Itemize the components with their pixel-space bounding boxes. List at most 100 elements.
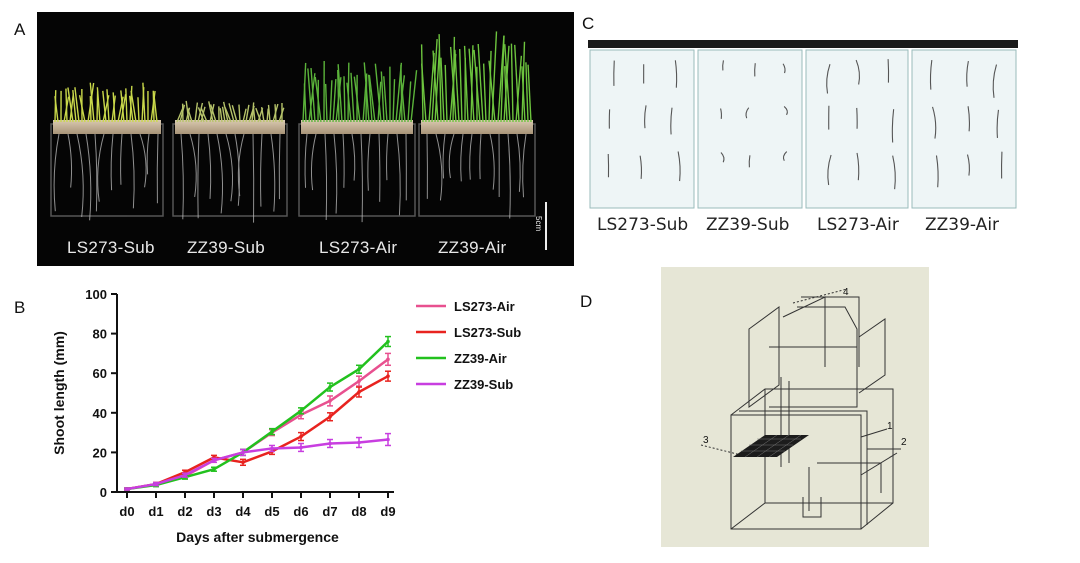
shoot-blade [102,90,107,123]
panel-a-letter: A [14,20,26,39]
callout-3: 3 [703,435,709,446]
seedling-sprout [855,59,861,85]
data-point [212,467,216,472]
x-tick-label: d3 [206,504,221,519]
data-point [386,374,390,378]
shoot-blade [468,48,475,123]
plate-label-ls273-air: LS273-Air [817,215,899,235]
data-point [299,445,303,450]
shoot-blade [251,102,255,123]
shoot-blade [267,104,271,123]
shoot-blade [72,89,77,123]
shoot-blade [350,72,355,123]
shoot-blade [245,104,250,123]
shoot-blade [346,82,352,123]
plate-label-ls273-sub: LS273-Sub [597,215,689,235]
shoot-blade [209,104,217,123]
shoot-blade [444,64,448,123]
shoot-blade [78,95,86,123]
data-point [270,429,274,434]
data-point [357,379,361,383]
shoot-blade [125,88,128,123]
x-tick-label: d0 [119,504,134,519]
data-point [386,339,390,344]
root-strand [367,133,371,191]
data-point [270,446,274,451]
root-strand [260,133,263,207]
x-tick-label: d4 [235,504,251,519]
shoot-blade [260,107,265,123]
seedling-sprout [783,106,788,116]
shoot-blade [454,49,460,123]
seedling-sprout [670,107,673,135]
seedling-photo-illustration [50,31,536,223]
root-strand [197,133,200,219]
root-strand [270,133,276,212]
shoot-blade [252,106,256,123]
x-tick-label: d2 [177,504,192,519]
shoot-blade [200,106,206,123]
seedling-sprout [644,105,647,129]
shoot-blade [525,62,529,123]
y-tick-label: 80 [93,327,107,342]
shoot-blade [314,76,322,123]
shoot-blade [343,76,346,123]
data-point [357,440,361,445]
shoot-blade [208,101,214,123]
data-point [386,437,390,442]
seedling-sprout [929,59,933,90]
data-point [212,458,216,463]
seedling-sprout [966,60,969,87]
shoot-blade [374,63,382,123]
shoot-blade [255,107,262,123]
shoot-blade [353,76,361,123]
shoot-blade [363,62,370,123]
root-strand [516,133,521,192]
root-strand [146,133,150,175]
shoot-blade [54,96,59,123]
shoot-blade [510,43,514,123]
root-strand [324,133,328,221]
shoot-blade [527,64,532,123]
plate-label-zz39-sub: ZZ39-Sub [706,215,790,235]
shoot-blade [380,71,385,123]
seedling-sprout [677,151,681,182]
shoot-blade [137,97,140,123]
series-line-ls273-air [126,358,389,491]
shoot-blade [112,92,116,123]
root-strand [120,133,123,185]
callout-1: 1 [887,421,893,432]
scale-bar-label: 5cm [534,216,543,232]
shoot-blade [89,96,92,123]
seedling-sprout [722,60,724,71]
scale-bar [545,202,547,250]
seedling-sprout [996,109,1000,138]
shoot-blade [96,87,101,123]
shoot-blade [410,70,418,123]
x-tick-label: d9 [380,504,395,519]
shoot-blade [463,45,469,123]
shoot-blade [130,90,137,123]
shoot-blade [228,103,235,123]
seedling-sprout [892,155,896,190]
shoot-blade [224,107,232,123]
y-tick-label: 60 [93,366,107,381]
data-point [328,414,332,419]
shoot-blade [329,80,333,123]
shoot-blade [459,49,463,123]
shoot-blade [307,68,313,123]
data-point [183,473,187,477]
seedling-sprout [639,155,643,179]
root-strand [85,133,92,221]
shoot-length-chart: 0 20 40 60 80 100 d0 d1 d2 d3 d4 d5 d6 d7 d8 d9 Days aft… [40,280,560,552]
root-strand [442,133,446,179]
shoot-blade [332,78,337,123]
legend-label: LS273-Air [454,299,515,314]
data-point [328,385,332,389]
seedling-sprout [748,155,751,168]
shoot-blade [491,31,498,123]
root-strand [378,133,381,202]
shoot-blade [521,66,526,123]
shoot-blade [449,46,457,123]
shoot-blade [367,74,373,123]
